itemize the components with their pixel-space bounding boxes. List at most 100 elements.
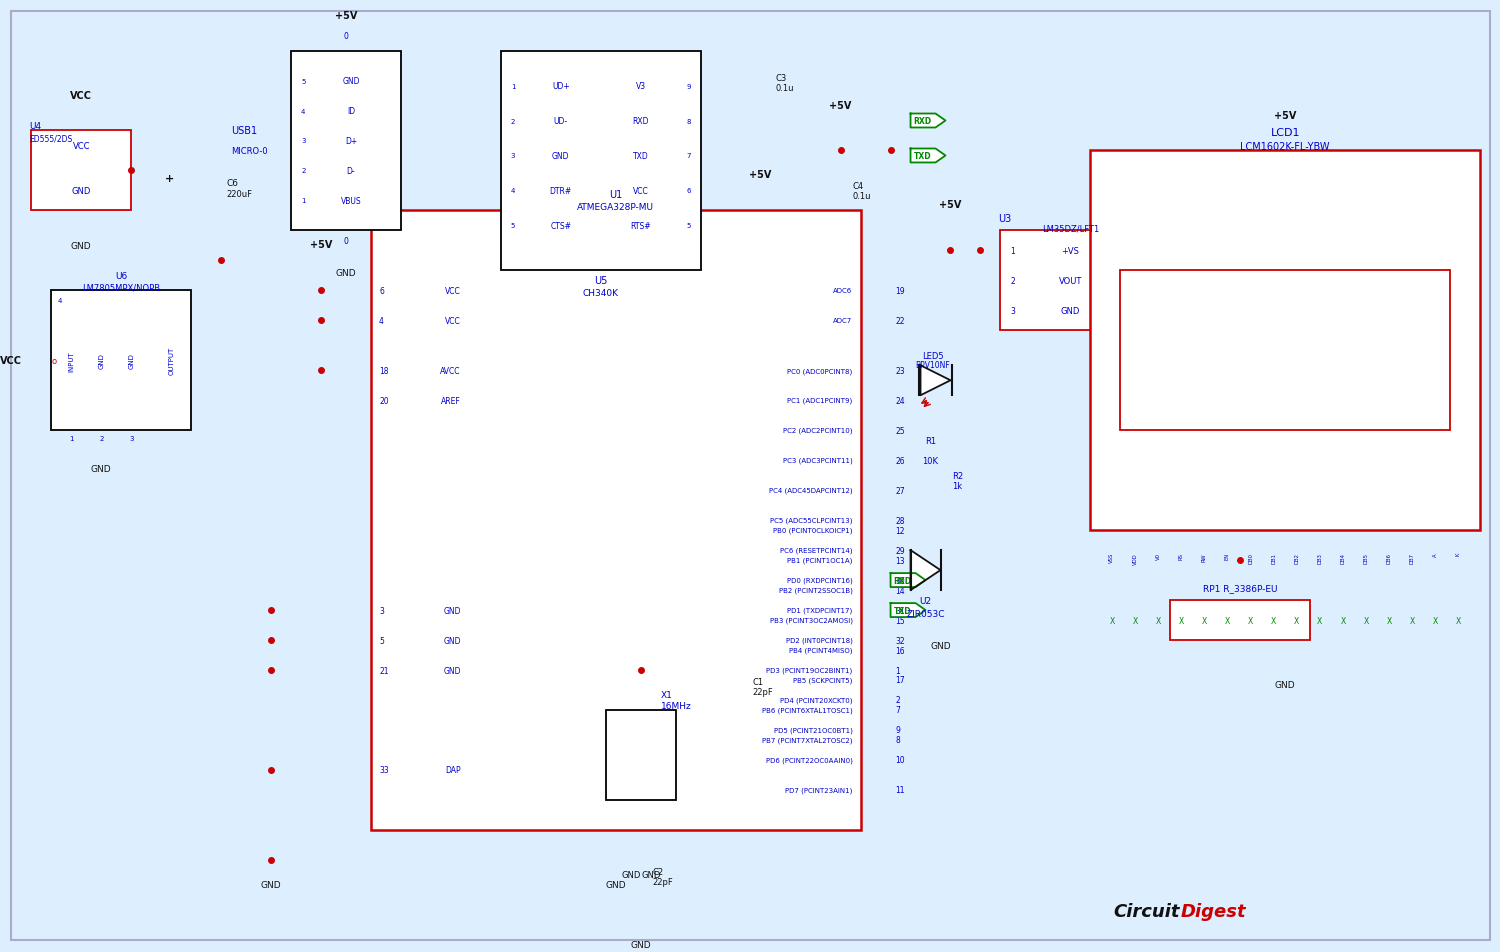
Text: V3: V3 [636, 82, 646, 91]
Text: X: X [1364, 616, 1368, 625]
Text: 2: 2 [99, 436, 104, 442]
Text: X: X [1248, 616, 1252, 625]
Text: PC4 (ADC45DAPCINT12): PC4 (ADC45DAPCINT12) [770, 487, 852, 494]
Polygon shape [910, 550, 940, 590]
Text: 0.1u: 0.1u [852, 191, 871, 201]
Text: DB3: DB3 [1317, 552, 1323, 564]
Text: PB5 (SCKPCINT5): PB5 (SCKPCINT5) [794, 677, 852, 684]
Text: GND: GND [1275, 681, 1296, 690]
Text: DB5: DB5 [1364, 552, 1368, 564]
Text: C6: C6 [226, 179, 238, 188]
Text: +5V: +5V [939, 200, 962, 210]
Text: C2: C2 [652, 867, 664, 877]
Bar [370, 211, 861, 830]
Text: U2: U2 [920, 596, 932, 605]
Text: 10K: 10K [922, 456, 939, 466]
Text: +: + [165, 174, 174, 185]
Text: 8: 8 [686, 118, 690, 125]
Text: VBUS: VBUS [340, 197, 362, 206]
Text: X: X [1226, 616, 1230, 625]
Text: UD-: UD- [554, 117, 568, 126]
Text: PD4 (PCINT20XCKT0): PD4 (PCINT20XCKT0) [780, 697, 852, 704]
Text: ATMEGA328P-MU: ATMEGA328P-MU [578, 203, 654, 211]
Text: GND: GND [640, 870, 660, 880]
Text: 0: 0 [344, 32, 348, 41]
Text: 3: 3 [302, 138, 306, 145]
Text: DB6: DB6 [1386, 552, 1392, 564]
Text: LCM1602K-FL-YBW: LCM1602K-FL-YBW [1240, 143, 1330, 152]
Text: PB1 (PCINT1OC1A): PB1 (PCINT1OC1A) [788, 557, 852, 564]
Polygon shape [910, 114, 945, 129]
Text: 5: 5 [302, 78, 306, 85]
Text: AREF: AREF [441, 396, 460, 406]
Text: X: X [1110, 616, 1114, 625]
Text: 18: 18 [380, 367, 388, 375]
Text: DAP: DAP [446, 765, 460, 775]
Text: PB7 (PCINT7XTAL2TOSC2): PB7 (PCINT7XTAL2TOSC2) [762, 737, 852, 744]
Text: DB7: DB7 [1410, 552, 1414, 564]
Text: GND: GND [261, 881, 282, 889]
Text: EN: EN [1226, 552, 1230, 560]
Text: 25: 25 [896, 426, 904, 435]
Text: PB6 (PCINT6XTAL1TOSC1): PB6 (PCINT6XTAL1TOSC1) [762, 707, 852, 713]
Text: VCC: VCC [446, 316, 460, 326]
Text: BPV10NF: BPV10NF [915, 361, 950, 369]
Text: 7: 7 [686, 153, 690, 159]
Polygon shape [891, 604, 926, 618]
Text: 22pF: 22pF [753, 687, 774, 697]
Text: 19: 19 [896, 287, 904, 295]
Text: GND: GND [444, 605, 460, 615]
Text: R1: R1 [926, 436, 936, 446]
Text: VCC: VCC [0, 356, 22, 366]
Text: K: K [1456, 552, 1461, 556]
Text: 4: 4 [380, 316, 384, 326]
Text: U4: U4 [30, 122, 42, 130]
Text: VCC: VCC [633, 187, 648, 196]
Text: Digest: Digest [1180, 902, 1246, 920]
Text: 3: 3 [1011, 307, 1016, 315]
Text: Circuit: Circuit [1114, 902, 1180, 920]
Text: GND: GND [930, 641, 951, 650]
Text: 2: 2 [512, 118, 516, 125]
Text: GND: GND [444, 636, 460, 645]
Text: USB1: USB1 [231, 127, 258, 136]
Text: 8: 8 [896, 736, 900, 744]
Text: PD5 (PCINT21OC0BT1): PD5 (PCINT21OC0BT1) [774, 727, 852, 733]
Text: RTS#: RTS# [630, 222, 651, 230]
Text: PD0 (RXDPCINT16): PD0 (RXDPCINT16) [788, 577, 852, 584]
Text: PC2 (ADC2PCINT10): PC2 (ADC2PCINT10) [783, 427, 852, 434]
Text: GND: GND [72, 187, 92, 196]
Text: 23: 23 [896, 367, 904, 375]
Text: TXD: TXD [914, 151, 932, 161]
Text: +5V: +5V [1274, 110, 1296, 120]
Text: 16MHz: 16MHz [662, 702, 692, 711]
Text: LM35DZ/LFT1: LM35DZ/LFT1 [1042, 225, 1100, 233]
Text: 5: 5 [512, 223, 516, 229]
Text: U6: U6 [116, 271, 128, 281]
Text: ID: ID [346, 107, 355, 116]
Text: PD7 (PCINT23AIN1): PD7 (PCINT23AIN1) [784, 786, 852, 793]
Text: 27: 27 [896, 486, 904, 495]
Text: LED5: LED5 [921, 351, 944, 361]
Text: X: X [1155, 616, 1161, 625]
Text: 1: 1 [302, 198, 306, 205]
Text: RXD: RXD [633, 117, 650, 126]
Text: 3: 3 [512, 153, 516, 159]
Text: U1: U1 [609, 190, 622, 200]
Text: GND: GND [92, 465, 111, 473]
Text: 12: 12 [896, 526, 904, 535]
Text: 4: 4 [57, 298, 62, 304]
Text: GND: GND [444, 665, 460, 675]
Text: GND: GND [630, 941, 651, 949]
Text: 5: 5 [380, 636, 384, 645]
Text: 28: 28 [896, 516, 904, 526]
Text: GND: GND [99, 353, 105, 368]
Text: PC6 (RESETPCINT14): PC6 (RESETPCINT14) [780, 547, 852, 554]
Text: CTS#: CTS# [550, 222, 572, 230]
Text: RW: RW [1202, 552, 1208, 561]
Text: X: X [1432, 616, 1438, 625]
Text: X: X [1202, 616, 1208, 625]
Text: X: X [1270, 616, 1276, 625]
Text: CH340K: CH340K [584, 288, 620, 298]
Polygon shape [891, 573, 926, 587]
